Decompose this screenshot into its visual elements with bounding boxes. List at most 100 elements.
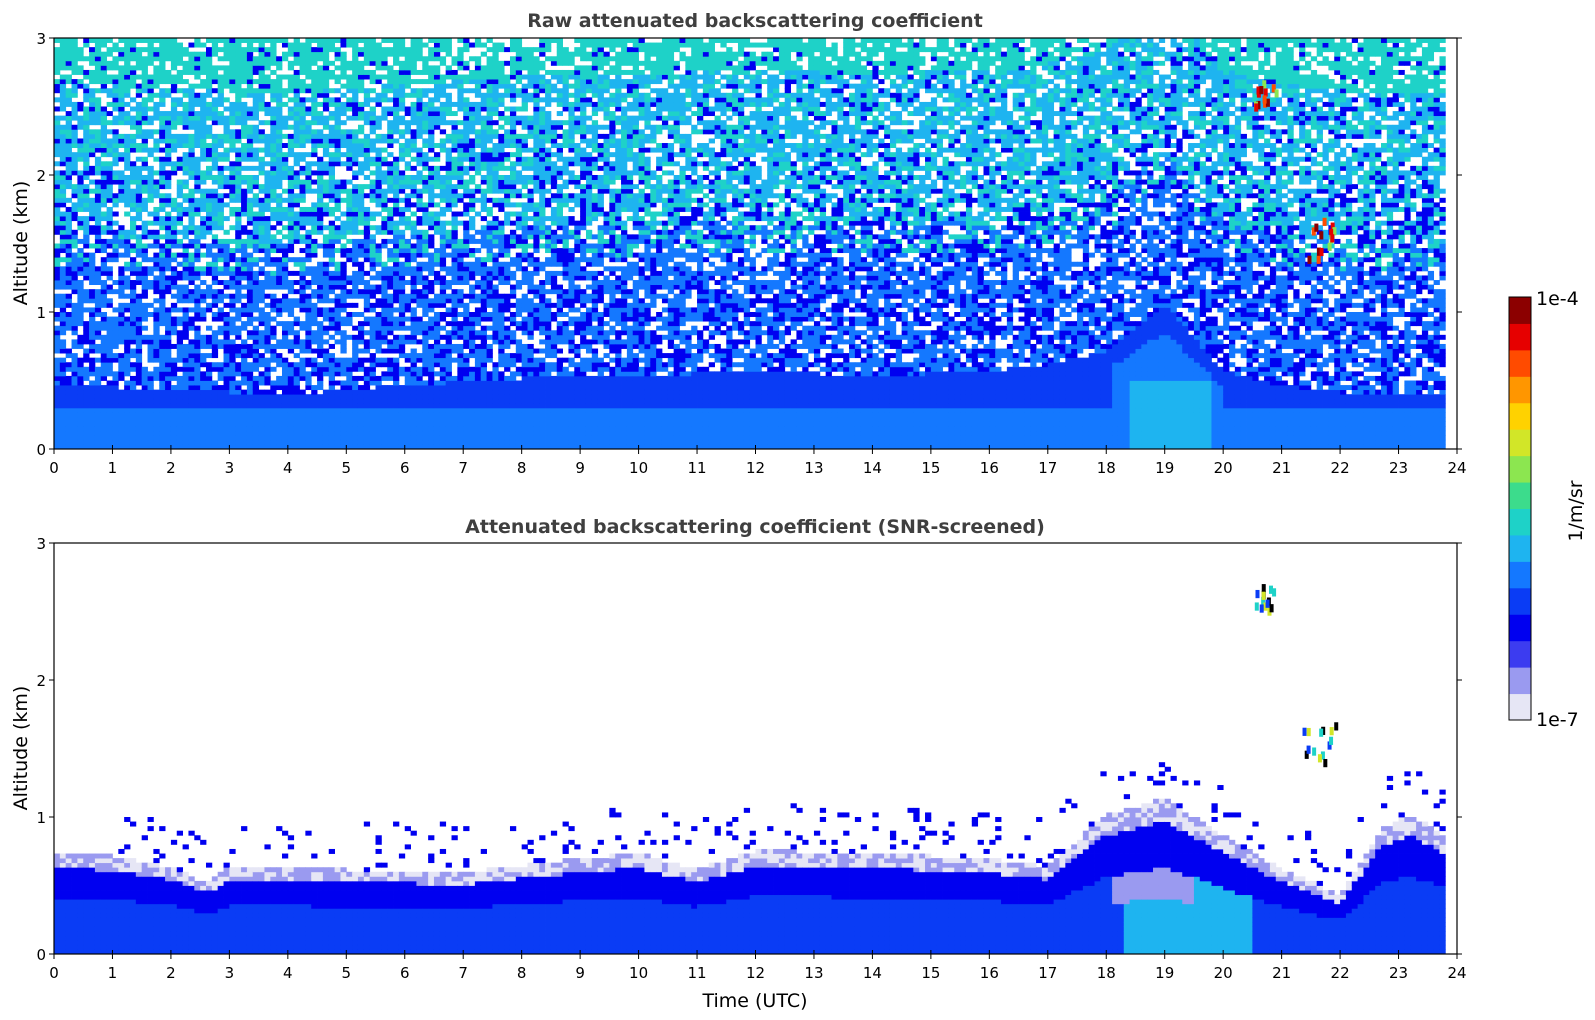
heatmap-cell xyxy=(165,42,172,48)
heatmap-cell xyxy=(410,184,417,190)
heatmap-cell xyxy=(428,88,435,94)
heatmap-cell xyxy=(153,353,160,359)
heatmap-cell xyxy=(235,407,242,413)
heatmap-cell xyxy=(404,197,411,203)
heatmap-cell xyxy=(287,289,295,295)
heatmap-cell xyxy=(83,426,90,432)
heatmap-cell xyxy=(363,234,371,240)
heatmap-cell xyxy=(369,412,376,418)
heatmap-cell xyxy=(270,56,277,62)
heatmap-cell xyxy=(346,252,353,258)
heatmap-cell xyxy=(445,343,452,349)
heatmap-cell xyxy=(83,261,90,267)
heatmap-cell xyxy=(246,234,254,240)
heatmap-cell xyxy=(416,280,423,285)
heatmap-cell xyxy=(270,111,277,117)
heatmap-cell xyxy=(153,216,160,222)
heatmap-cell xyxy=(129,362,137,368)
heatmap-cell xyxy=(311,435,318,441)
heatmap-cell xyxy=(445,330,452,336)
heatmap-cell xyxy=(71,266,78,272)
heatmap-cell xyxy=(188,307,195,313)
heatmap-cell xyxy=(112,161,119,167)
heatmap-cell xyxy=(398,152,406,158)
heatmap-cell xyxy=(100,334,108,340)
heatmap-cell xyxy=(398,248,406,254)
heatmap-cell xyxy=(305,229,312,235)
heatmap-cell xyxy=(433,252,441,258)
heatmap-cell xyxy=(276,133,283,139)
heatmap-cell xyxy=(106,339,113,345)
heatmap-cell xyxy=(334,426,341,432)
heatmap-cell xyxy=(246,444,254,449)
heatmap-cell xyxy=(194,170,201,176)
heatmap-cell xyxy=(229,412,236,418)
heatmap-cell xyxy=(410,334,417,340)
heatmap-cell xyxy=(252,193,260,199)
heatmap-cell xyxy=(165,138,172,144)
heatmap-cell xyxy=(135,435,143,441)
heatmap-cell xyxy=(311,69,318,75)
heatmap-cell xyxy=(311,170,318,176)
heatmap-cell xyxy=(287,184,295,190)
heatmap-cell xyxy=(381,193,388,199)
heatmap-cell xyxy=(317,444,324,449)
heatmap-cell xyxy=(305,257,312,263)
heatmap-cell xyxy=(235,275,242,281)
heatmap-cell xyxy=(71,88,78,94)
heatmap-cell xyxy=(433,270,441,276)
heatmap-cell xyxy=(428,79,435,85)
heatmap-cell xyxy=(334,430,341,436)
heatmap-cell xyxy=(188,266,195,272)
heatmap-cell xyxy=(375,115,382,121)
heatmap-cell xyxy=(428,220,435,226)
heatmap-cell xyxy=(165,202,172,208)
heatmap-cell xyxy=(83,175,90,180)
heatmap-cell xyxy=(83,120,90,126)
heatmap-cell xyxy=(293,170,300,176)
heatmap-cell xyxy=(200,357,207,363)
heatmap-cell xyxy=(393,316,400,322)
heatmap-cell xyxy=(311,243,318,249)
heatmap-cell xyxy=(428,193,435,199)
heatmap-cell xyxy=(363,357,371,363)
heatmap-cell xyxy=(322,60,330,66)
heatmap-cell xyxy=(188,289,195,295)
heatmap-cell xyxy=(147,421,154,427)
heatmap-cell xyxy=(451,385,458,391)
heatmap-cell xyxy=(54,348,61,354)
heatmap-cell xyxy=(352,280,359,285)
heatmap-cell xyxy=(416,229,423,235)
heatmap-cell xyxy=(281,403,289,409)
heatmap-cell xyxy=(363,175,371,180)
heatmap-cell xyxy=(153,343,160,349)
heatmap-cell xyxy=(147,407,154,413)
heatmap-cell xyxy=(439,234,447,240)
heatmap-cell xyxy=(223,257,230,263)
heatmap-cell xyxy=(340,152,347,158)
heatmap-cell xyxy=(252,111,260,117)
heatmap-cell xyxy=(393,184,400,190)
heatmap-cell xyxy=(112,321,119,327)
heatmap-cell xyxy=(352,348,359,354)
heatmap-cell xyxy=(211,152,219,158)
heatmap-cell xyxy=(328,275,335,281)
heatmap-cell xyxy=(100,407,108,413)
heatmap-cell xyxy=(334,261,341,267)
heatmap-cell xyxy=(71,375,78,381)
heatmap-cell xyxy=(89,165,96,171)
heatmap-cell xyxy=(381,275,388,281)
heatmap-cell xyxy=(281,143,289,148)
heatmap-cell xyxy=(428,412,435,418)
heatmap-cell xyxy=(311,115,318,121)
heatmap-cell xyxy=(159,51,166,57)
heatmap-cell xyxy=(223,124,230,130)
heatmap-cell xyxy=(229,79,236,85)
heatmap-cell xyxy=(205,325,213,331)
heatmap-cell xyxy=(375,47,382,53)
heatmap-cell xyxy=(445,111,452,117)
heatmap-cell xyxy=(439,280,447,285)
heatmap-cell xyxy=(422,42,429,48)
heatmap-cell xyxy=(433,111,441,117)
heatmap-cell xyxy=(229,238,236,244)
